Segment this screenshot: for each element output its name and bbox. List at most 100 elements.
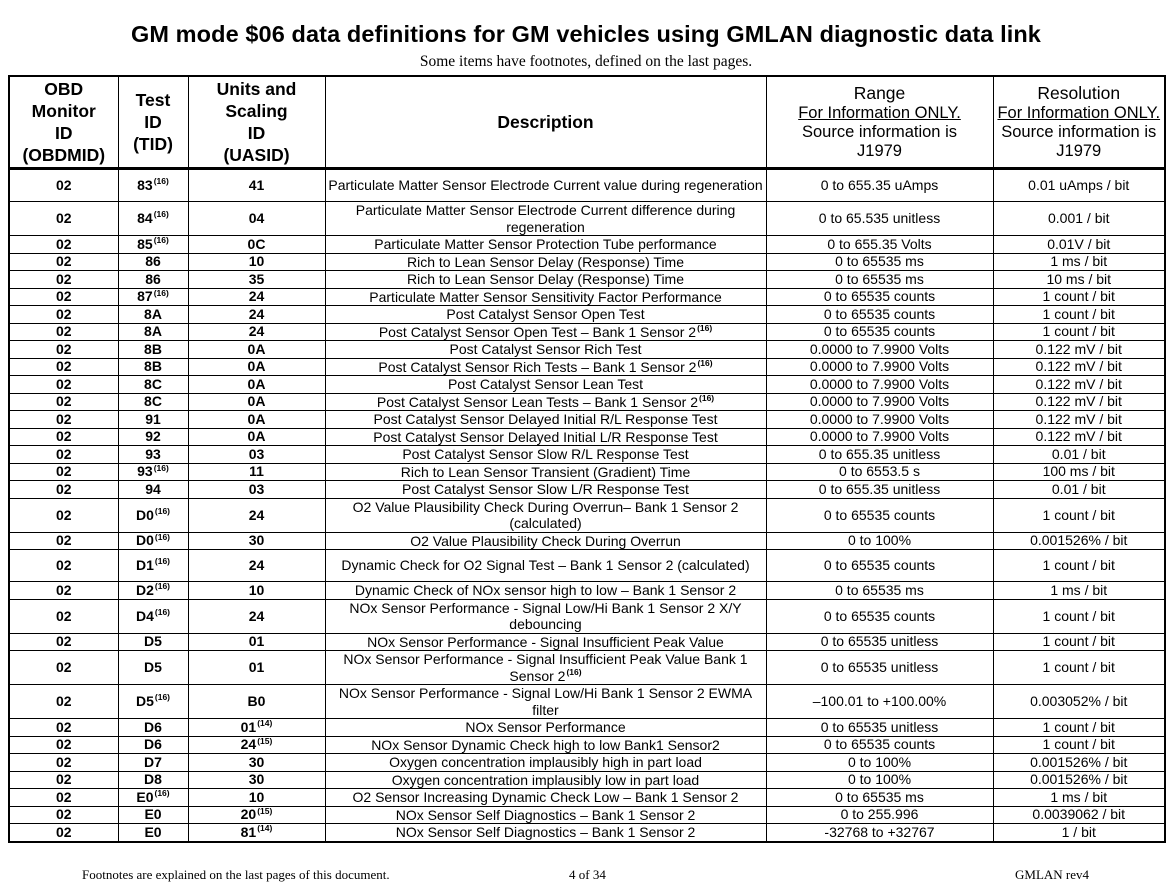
obdmid-cell: 02 — [8, 684, 119, 719]
range-cell-text: -32768 to +32767 — [824, 823, 935, 840]
tid-cell-text: D5 — [144, 659, 162, 675]
range-cell: 0.0000 to 7.9900 Volts — [765, 392, 994, 411]
obdmid-cell: 02 — [8, 581, 119, 600]
tid-cell: 93(16) — [117, 462, 189, 481]
range-cell-text: 0 to 655.35 unitless — [818, 480, 941, 497]
resolution-cell-text: 0.001526% / bit — [1030, 753, 1128, 770]
tid-cell-text: D2 — [135, 581, 154, 598]
description-cell-text: Dynamic Check of NOx sensor high to low … — [354, 582, 737, 598]
resolution-cell-text: 1 / bit — [1061, 823, 1096, 840]
resolution-cell-text: 1 count / bit — [1042, 633, 1115, 650]
obdmid-cell: 02 — [8, 201, 119, 236]
obdmid-cell: 02 — [8, 788, 119, 807]
description-cell-text: Post Catalyst Sensor Delayed Initial L/R… — [373, 428, 718, 445]
footnote-marker: (16) — [154, 692, 171, 703]
header-resolution-line: Source information is — [1001, 123, 1157, 141]
resolution-cell-text: 1 count / bit — [1042, 557, 1115, 573]
table-row: 02 86 10 Rich to Lean Sensor Delay (Respons… — [8, 252, 1166, 271]
obdmid-cell-text: 02 — [55, 445, 72, 462]
tid-cell: D5(16) — [117, 684, 189, 719]
tid-cell: 86 — [117, 270, 189, 289]
table-row: 02 E0 81(14) NOx Sensor Self Diagnostics – … — [8, 823, 1166, 842]
uasid-cell: 0A — [187, 392, 326, 411]
description-cell: Post Catalyst Sensor Slow R/L Response T… — [324, 445, 767, 464]
obdmid-cell-text: 02 — [55, 358, 72, 375]
uasid-cell-text: 24 — [248, 557, 265, 573]
footnote-marker: (16) — [697, 358, 713, 368]
resolution-cell-text: 0.122 mV / bit — [1035, 375, 1122, 392]
range-cell: 0 to 65535 ms — [765, 581, 994, 600]
range-cell: 0 to 65535 counts — [765, 497, 994, 533]
footnote-marker: (16) — [154, 505, 171, 516]
uasid-cell-text: 10 — [248, 253, 265, 270]
range-cell: 0 to 65.535 unitless — [765, 201, 994, 236]
uasid-cell: 03 — [187, 480, 326, 499]
resolution-cell-text: 1 count / bit — [1042, 323, 1115, 340]
obdmid-cell: 02 — [8, 598, 119, 634]
tid-cell-text: D0 — [135, 532, 154, 549]
resolution-cell: 0.122 mV / bit — [992, 375, 1166, 394]
resolution-cell: 1 count / bit — [992, 632, 1166, 651]
obdmid-cell: 02 — [8, 340, 119, 359]
range-cell-text: 0.0000 to 7.9900 Volts — [809, 410, 950, 427]
uasid-cell-text: B0 — [247, 693, 266, 709]
header-obdmid-line: ID — [55, 123, 73, 143]
obdmid-cell: 02 — [8, 823, 119, 842]
resolution-cell-text: 1 ms / bit — [1050, 788, 1108, 805]
header-range-line: Source information is — [802, 123, 957, 141]
resolution-cell-text: 0.001526% / bit — [1030, 532, 1128, 549]
header-uasid-line: Scaling — [225, 101, 288, 121]
uasid-cell-text: 0A — [247, 428, 266, 445]
range-cell: 0 to 65535 counts — [765, 287, 994, 306]
description-cell-text: O2 Value Plausibility Check During Overr… — [352, 498, 739, 531]
range-cell-text: 0 to 65535 ms — [835, 581, 924, 598]
header-uasid-line: (UASID) — [223, 145, 290, 165]
obdmid-cell-text: 02 — [55, 736, 72, 753]
tid-cell-text: 8B — [144, 340, 162, 357]
description-cell: Rich to Lean Sensor Delay (Response) Tim… — [324, 252, 767, 271]
uasid-cell-text: 0A — [247, 375, 266, 392]
uasid-cell: 10 — [187, 581, 326, 600]
description-cell-text: Post Catalyst Sensor Slow R/L Response T… — [402, 446, 689, 462]
uasid-cell-text: 30 — [248, 771, 265, 788]
obdmid-cell-text: 02 — [55, 340, 72, 357]
tid-cell: 8B — [117, 357, 189, 376]
uasid-cell-text: 24 — [240, 736, 257, 753]
uasid-cell-text: 03 — [248, 480, 265, 497]
tid-cell-text: D4 — [135, 607, 154, 624]
obdmid-cell-text: 02 — [55, 375, 72, 392]
uasid-cell-text: 0A — [247, 410, 266, 427]
uasid-cell: 81(14) — [187, 823, 326, 842]
obdmid-cell-text: 02 — [55, 393, 72, 410]
obdmid-cell-text: 02 — [55, 177, 72, 193]
description-cell: Rich to Lean Sensor Delay (Response) Tim… — [324, 270, 767, 289]
obdmid-cell-text: 02 — [55, 480, 72, 497]
table-row: 02 85(16) 0C Particulate Matter Sensor Prot… — [8, 235, 1166, 254]
description-cell: Post Catalyst Sensor Open Test – Bank 1 … — [324, 322, 767, 341]
resolution-cell-text: 0.01 / bit — [1051, 480, 1106, 497]
resolution-cell-text: 0.01V / bit — [1047, 235, 1111, 252]
range-cell-text: 0 to 100% — [847, 771, 912, 788]
table-row: 02 D5 01 NOx Sensor Performance - Signal In… — [8, 650, 1166, 685]
tid-cell-text: D7 — [144, 753, 162, 770]
tid-cell-text: D5 — [135, 693, 154, 709]
description-cell: NOx Sensor Performance - Signal Low/Hi B… — [324, 598, 767, 634]
uasid-cell: 10 — [187, 252, 326, 271]
tid-cell-text: E0 — [136, 788, 154, 805]
header-tid: Test ID (TID) — [117, 75, 189, 169]
tid-cell: E0 — [117, 823, 189, 842]
tid-cell-text: D0 — [135, 506, 154, 523]
obdmid-cell-text: 02 — [55, 823, 72, 840]
table-row: 02 D6 24(15) NOx Sensor Dynamic Check high … — [8, 735, 1166, 754]
description-cell-text: Post Catalyst Sensor Lean Test — [447, 376, 644, 392]
table-row: 02 87(16) 24 Particulate Matter Sensor Sens… — [8, 287, 1166, 306]
range-cell: 0 to 655.35 Volts — [765, 235, 994, 254]
uasid-cell: 24 — [187, 497, 326, 533]
tid-cell: 83(16) — [117, 168, 189, 202]
table-row: 02 D6 01(14) NOx Sensor Performance 0 to 655… — [8, 718, 1166, 737]
description-cell: Post Catalyst Sensor Rich Tests – Bank 1… — [324, 357, 767, 376]
tid-cell: D0(16) — [117, 497, 189, 533]
range-cell: 0 to 65535 counts — [765, 322, 994, 341]
table-row: 02 D0(16) 24 O2 Value Plausibility Check Du… — [8, 497, 1166, 533]
table-row: 02 D4(16) 24 NOx Sensor Performance - Signa… — [8, 598, 1166, 634]
